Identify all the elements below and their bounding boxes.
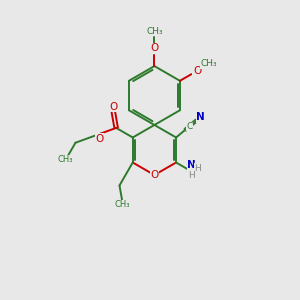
Text: N: N bbox=[188, 160, 196, 170]
Text: O: O bbox=[150, 170, 158, 180]
Text: CH₃: CH₃ bbox=[57, 155, 73, 164]
Text: H: H bbox=[194, 164, 201, 173]
Text: C: C bbox=[186, 122, 192, 131]
Text: O: O bbox=[150, 44, 158, 53]
Text: H: H bbox=[188, 171, 195, 180]
Text: CH₃: CH₃ bbox=[146, 27, 163, 36]
Text: CH₃: CH₃ bbox=[115, 200, 130, 209]
Text: N: N bbox=[196, 112, 205, 122]
Text: O: O bbox=[193, 66, 201, 76]
Text: O: O bbox=[95, 134, 104, 144]
Text: O: O bbox=[109, 102, 118, 112]
Text: CH₃: CH₃ bbox=[201, 59, 217, 68]
